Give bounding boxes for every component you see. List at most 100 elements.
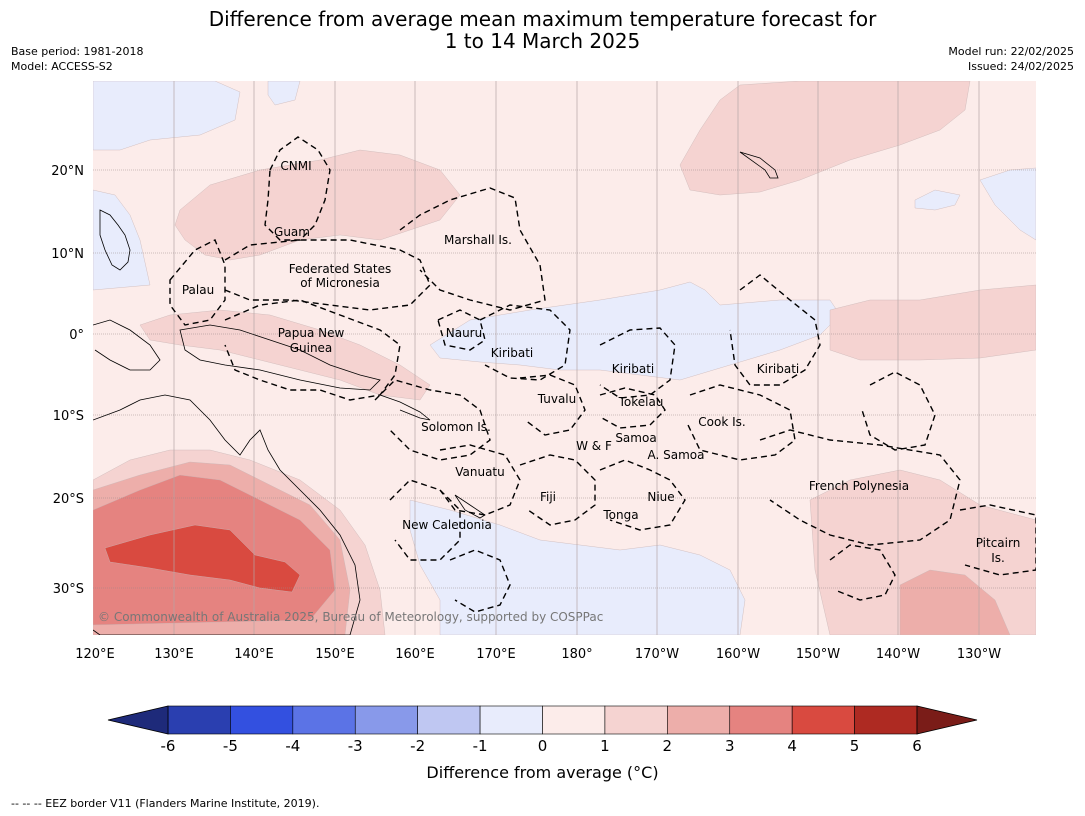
eez-borders — [169, 136, 1036, 613]
anomaly-cool-region-nw — [93, 81, 241, 151]
base-period: Base period: 1981-2018 — [11, 45, 144, 58]
colorbar-box — [854, 705, 918, 735]
label-kiribati-c: Kiribati — [612, 362, 654, 376]
label-kiribati-w: Kiribati — [491, 346, 533, 360]
map-title: Difference from average mean maximum tem… — [0, 8, 1085, 52]
coastlines — [93, 151, 779, 635]
label-tokelau: Tokelau — [618, 395, 664, 409]
colorbar-tick: -4 — [285, 737, 300, 755]
colorbar-box — [729, 705, 793, 735]
colorbar-box — [230, 705, 294, 735]
label-guam: Guam — [274, 225, 310, 239]
colorbar-tick: 2 — [663, 737, 673, 755]
anomaly-warm-region-png — [139, 309, 431, 401]
lon-tick: 160°E — [395, 647, 435, 662]
colorbar-title: Difference from average (°C) — [426, 763, 659, 782]
colorbar-tick: -3 — [348, 737, 363, 755]
colorbar-box — [791, 705, 855, 735]
anomaly-warm-region-east-equatorial — [829, 284, 1036, 361]
colorbar-box — [354, 705, 418, 735]
label-png-line1: Papua New — [278, 326, 345, 340]
colorbar-box — [417, 705, 481, 735]
colorbar: -6 -5 -4 -3 -2 -1 0 1 2 3 4 5 6 — [107, 705, 978, 755]
coast-philippines — [99, 209, 131, 271]
lat-tick-labels: 20°N 10°N 0° 10°S 20°S 30°S — [51, 164, 84, 597]
lat-tick: 30°S — [53, 582, 84, 597]
coast-borneo-sulawesi — [93, 319, 161, 371]
meta-left: Base period: 1981-2018 Model: ACCESS-S2 — [11, 44, 143, 74]
eez-cnmi-guam — [264, 136, 331, 241]
lon-tick: 150°E — [315, 647, 355, 662]
colorbar-tick: 1 — [600, 737, 610, 755]
label-pitcairn-line2: Is. — [991, 551, 1005, 565]
label-nauru: Nauru — [446, 326, 482, 340]
eez-cook — [687, 384, 796, 461]
lon-gridlines — [173, 81, 980, 635]
forecast-map: CNMI Guam Marshall Is. Federated States … — [51, 81, 1036, 662]
eez-tonga-niue — [599, 459, 686, 531]
eez-marshall — [399, 187, 546, 311]
colorbar-box — [667, 705, 731, 735]
eez-tuvalu — [519, 374, 586, 436]
label-png-line2: Guinea — [290, 341, 333, 355]
label-tuvalu: Tuvalu — [537, 392, 577, 406]
colorbar-tick: 6 — [912, 737, 922, 755]
label-cnmi: CNMI — [280, 159, 311, 173]
lat-tick: 0° — [69, 328, 84, 343]
colorbar-tick: 3 — [725, 737, 735, 755]
colorbar-tick: -2 — [410, 737, 425, 755]
colorbar-tick: -5 — [223, 737, 238, 755]
label-solomon: Solomon Is. — [421, 420, 491, 434]
colorbar-box — [479, 705, 543, 735]
lon-tick: 170°E — [476, 647, 516, 662]
map-title-line1: Difference from average mean maximum tem… — [208, 7, 877, 31]
coast-hawaii — [739, 151, 779, 179]
colorbar-tick: 0 — [538, 737, 548, 755]
lon-tick: 150°W — [796, 647, 840, 662]
label-wf: W & F — [576, 439, 612, 453]
eez-nauru — [437, 309, 486, 351]
eez-fiji — [519, 454, 596, 526]
colorbar-box — [167, 705, 231, 735]
colorbar-tick: -1 — [473, 737, 488, 755]
colorbar-tick: 5 — [850, 737, 860, 755]
eez-new-caledonia — [389, 479, 461, 561]
colorbar-box — [292, 705, 356, 735]
anomaly-warm-region-northeast — [679, 81, 971, 196]
label-marshall: Marshall Is. — [444, 233, 512, 247]
anomaly-region-4to5 — [104, 524, 301, 593]
lon-tick: 170°W — [635, 647, 679, 662]
anomaly-cool-region-east — [914, 189, 961, 211]
lon-tick: 120°E — [75, 647, 115, 662]
model-run: Model run: 22/02/2025 — [948, 45, 1074, 58]
lon-tick: 160°W — [716, 647, 760, 662]
colorbar-tick: 4 — [787, 737, 797, 755]
anomaly-warm-region-northwest — [174, 149, 461, 261]
colorbar-box — [542, 705, 606, 735]
label-french-polynesia: French Polynesia — [809, 479, 909, 493]
label-samoa: Samoa — [615, 431, 656, 445]
label-palau: Palau — [182, 283, 214, 297]
lon-tick: 130°E — [154, 647, 194, 662]
eez-se-circle — [829, 544, 896, 601]
eez-solomon — [374, 379, 491, 461]
eez-png — [224, 299, 401, 401]
lon-tick: 130°W — [957, 647, 1001, 662]
anomaly-cool-region-top — [267, 81, 301, 106]
lon-tick: 180° — [561, 647, 592, 662]
label-fsm-line2: of Micronesia — [300, 276, 380, 290]
region-labels: CNMI Guam Marshall Is. Federated States … — [182, 159, 1020, 565]
meta-right: Model run: 22/02/2025 Issued: 24/02/2025 — [948, 44, 1074, 74]
colorbar-over-arrow — [916, 705, 978, 735]
eez-kiribati-c — [599, 327, 676, 399]
eez-footnote: -- -- -- EEZ border V11 (Flanders Marine… — [11, 797, 320, 810]
anomaly-cool-region-nw2 — [93, 189, 151, 291]
lat-tick: 10°N — [51, 247, 84, 262]
coast-australia — [93, 394, 361, 635]
eez-pitcairn — [959, 504, 1036, 576]
lat-tick: 10°S — [53, 409, 84, 424]
eez-french-polynesia — [759, 429, 961, 546]
copyright-text: © Commonwealth of Australia 2025, Bureau… — [98, 610, 603, 624]
colorbar-box — [604, 705, 668, 735]
eez-palau — [169, 239, 226, 326]
